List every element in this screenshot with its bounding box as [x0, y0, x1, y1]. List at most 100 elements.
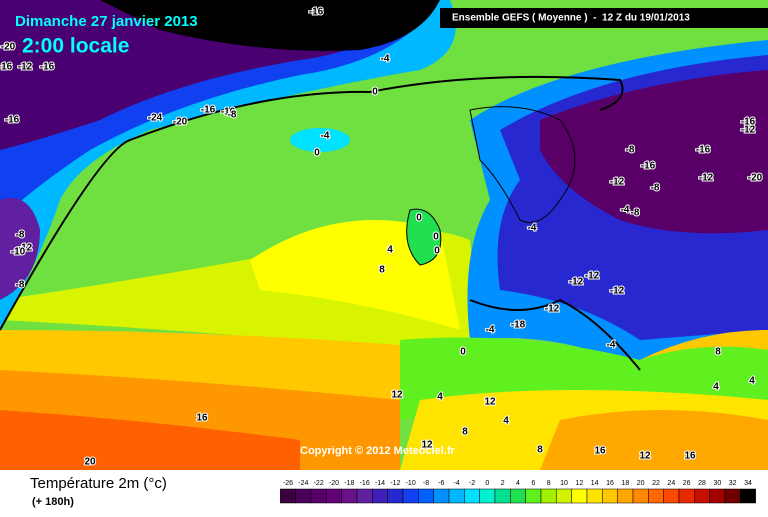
copyright: Copyright © 2012 Meteociel.fr: [300, 445, 456, 457]
scale-cell: [341, 488, 358, 504]
contour-label: 20: [84, 457, 96, 468]
scale-label: 4: [516, 480, 520, 487]
scale-cell: [479, 488, 496, 504]
contour-label: 4: [387, 245, 393, 256]
contour-label: -4: [607, 340, 616, 351]
contour-label: 12: [421, 440, 433, 451]
contour-label: 0: [434, 246, 440, 257]
scale-label: 22: [652, 480, 660, 487]
scale-label: -12: [390, 480, 400, 487]
scale-label: 14: [591, 480, 599, 487]
scale-cell: [709, 488, 726, 504]
contour-label: -16: [309, 7, 324, 18]
scale-cell: [510, 488, 526, 504]
contour-label: -10: [11, 247, 26, 258]
scale-cell: [740, 488, 756, 504]
scale-cell: [372, 488, 388, 504]
scale-cell: [571, 488, 588, 504]
scale-label: -20: [329, 480, 339, 487]
contour-label: -4: [528, 223, 537, 234]
scale-label: -4: [454, 480, 460, 487]
contour-label: 0: [433, 232, 439, 243]
scale-cell: [280, 488, 296, 504]
scale-label: 26: [683, 480, 691, 487]
scale-label: -10: [406, 480, 416, 487]
contour-label: -20: [748, 173, 763, 184]
contour-label: -18: [511, 320, 526, 331]
scale-cell: [556, 488, 572, 504]
contour-label: -8: [16, 280, 25, 291]
contour-label: -16: [40, 62, 55, 73]
contour-label: 8: [379, 265, 385, 276]
contour-label: -20: [173, 117, 188, 128]
contour-label: -24: [148, 113, 163, 124]
contour-label: -8: [228, 110, 237, 121]
contour-label: -4: [321, 131, 330, 142]
contour-label: -8: [651, 183, 660, 194]
scale-cell: [724, 488, 741, 504]
contour-label: 16: [594, 446, 606, 457]
scale-cell: [694, 488, 710, 504]
scale-cell: [295, 488, 312, 504]
contour-label: -16: [221, 107, 236, 118]
contour-label: -12: [699, 173, 714, 184]
contour-label: 8: [537, 445, 543, 456]
contour-label: -12: [18, 243, 33, 254]
scale-cell: [387, 488, 404, 504]
map-background: [0, 0, 768, 470]
contour-label: -16: [201, 105, 216, 116]
scale-label: -14: [375, 480, 385, 487]
scale-label: -8: [423, 480, 429, 487]
map-title: Dimanche 27 janvier 2013: [15, 13, 198, 30]
contour-label: 0: [460, 347, 466, 358]
scale-label: 20: [637, 480, 645, 487]
scale-label: 16: [606, 480, 614, 487]
scale-label: 32: [729, 480, 737, 487]
legend-lead: (+ 180h): [32, 496, 74, 508]
contour-label: -12: [18, 62, 33, 73]
scale-label: 24: [667, 480, 675, 487]
scale-cell: [648, 488, 664, 504]
scale-label: 2: [501, 480, 505, 487]
contour-label: 0: [416, 213, 422, 224]
scale-cell: [402, 488, 419, 504]
contour-label: 12: [484, 397, 496, 408]
scale-label: 18: [621, 480, 629, 487]
contour-label: 8: [462, 427, 468, 438]
scale-cell: [418, 488, 434, 504]
scale-cell: [356, 488, 373, 504]
scale-label: -26: [283, 480, 293, 487]
contour-label: -12: [610, 286, 625, 297]
scale-label: 10: [560, 480, 568, 487]
contour-label: -12: [569, 277, 584, 288]
scale-label: 28: [698, 480, 706, 487]
contour-label: -8: [626, 145, 635, 156]
scale-cell: [678, 488, 695, 504]
contour-label: -16: [741, 117, 756, 128]
contour-label: -16: [696, 145, 711, 156]
scale-cell: [310, 488, 327, 504]
scale-label: 30: [713, 480, 721, 487]
legend-title: Température 2m (°c): [30, 475, 167, 492]
scale-cell: [326, 488, 342, 504]
contour-label: -12: [585, 271, 600, 282]
contour-label: -20: [1, 42, 16, 53]
scale-cell: [448, 488, 465, 504]
scale-label: -2: [469, 480, 475, 487]
contour-label: 0: [314, 148, 320, 159]
contour-labels: -16-20-16-12-16-16-40-24-20-16-16-8-40-1…: [0, 6, 764, 469]
contour-label: 4: [437, 392, 443, 403]
contour-label: -4: [621, 205, 630, 216]
contour-label: 4: [713, 382, 719, 393]
header-box: [440, 8, 768, 28]
contour-label: 16: [196, 413, 208, 424]
contour-label: -12: [545, 304, 560, 315]
scale-cell: [586, 488, 603, 504]
scale-label: -16: [360, 480, 370, 487]
scale-label: 34: [744, 480, 752, 487]
scale-cell: [602, 488, 618, 504]
contour-label: 0: [372, 87, 378, 98]
scale-cell: [464, 488, 480, 504]
